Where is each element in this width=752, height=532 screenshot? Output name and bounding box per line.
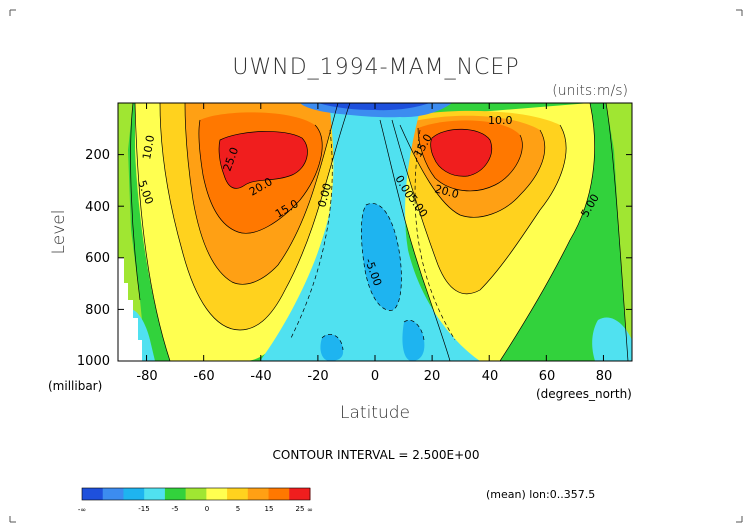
x-tick-label: -40: [250, 369, 271, 384]
upper-easterly-core: [318, 103, 430, 111]
colorbar-swatch: [123, 488, 145, 500]
x-axis-unit: (degrees_north): [536, 387, 632, 401]
contour-label: 10.0: [488, 114, 513, 127]
x-axis-title: Latitude: [340, 403, 410, 423]
x-tick-label: 0: [371, 369, 379, 384]
left-jet-core: [219, 131, 308, 189]
contour-line: [417, 127, 523, 192]
northern-surface-cyan: [592, 317, 632, 361]
y-axis-title: Level: [49, 210, 69, 255]
y-tick-label: 400: [85, 200, 110, 215]
contour-line-dashed: [361, 203, 402, 311]
chart-title: UWND_1994-MAM_NCEP: [232, 55, 519, 80]
colorbar: [81, 487, 311, 501]
contour-label: 0.00: [315, 182, 334, 209]
colorbar-swatch: [185, 488, 207, 500]
x-tick-label: 60: [539, 369, 556, 384]
colorbar-swatch: [206, 488, 228, 500]
colorbar-swatch: [102, 488, 124, 500]
x-tick-label: -80: [136, 369, 157, 384]
contour-line-dashed: [403, 319, 425, 341]
contour-line: [605, 103, 629, 361]
colorbar-label: 0: [205, 505, 209, 513]
colorbar-label: 15: [265, 505, 274, 513]
contour-line: [159, 103, 351, 331]
x-tick-label: 80: [596, 369, 613, 384]
contour-line-dashed: [321, 334, 344, 351]
colorbar-frame: [81, 487, 311, 501]
x-tick-label: -20: [307, 369, 328, 384]
y-tick-label: 1000: [77, 354, 110, 369]
x-tick-label: 40: [482, 369, 499, 384]
colorbar-label: -15: [138, 505, 149, 513]
colorbar-swatch: [289, 488, 311, 500]
contour-line-dashed: [414, 129, 456, 341]
contour-line: [184, 103, 339, 285]
y-tick-label: 800: [85, 303, 110, 318]
colorbar-label: 25: [296, 505, 305, 513]
y-tick-label: 600: [85, 251, 110, 266]
units-label: (units:m/s): [552, 83, 628, 99]
contour-line: [379, 119, 451, 361]
contour-lines: [130, 103, 629, 361]
footer-mean-note: (mean) lon:0..357.5: [486, 488, 595, 501]
colorbar-swatch: [247, 488, 270, 500]
y-axis-unit: (millibar): [48, 379, 102, 393]
colorbar-label: -5: [172, 505, 179, 513]
contour-line-dashed: [289, 129, 333, 341]
contour-label: 10.0: [140, 134, 157, 160]
colorbar-label: ∞: [307, 506, 313, 514]
colorbar-swatch: [227, 488, 249, 500]
colorbar-label: -∞: [78, 506, 86, 514]
x-tick-label: -60: [193, 369, 214, 384]
contour-line: [430, 128, 492, 177]
contour-label: 20.0: [433, 182, 460, 201]
colorbar-label: 5: [236, 505, 240, 513]
y-axis: 200 400 600 800 1000: [77, 148, 110, 369]
missing-data-region: [118, 258, 142, 361]
contour-line: [198, 119, 323, 234]
contour-line: [134, 103, 171, 361]
colorbar-swatch: [268, 488, 290, 500]
y-tick-label: 200: [85, 148, 110, 163]
right-jet-core: [430, 129, 492, 177]
x-tick-label: 20: [424, 369, 441, 384]
equatorial-blue-patch-2: [402, 320, 425, 361]
equatorial-blue-pool: [361, 203, 402, 311]
contour-field: 25.0 20.0 15.0 10.0 5.00 0.00 -5.00 15.0…: [118, 103, 632, 361]
contour-line: [218, 131, 308, 189]
colorbar-swatch: [144, 488, 166, 500]
x-axis: -80 -60 -40 -20 0 20 40 60 80: [136, 369, 612, 384]
contour-line: [130, 103, 141, 301]
contour-line: [391, 119, 567, 295]
contour-interval-note: CONTOUR INTERVAL = 2.500E+00: [273, 448, 480, 462]
colorbar-swatch: [82, 488, 104, 500]
contour-line: [499, 103, 595, 361]
equatorial-blue-patch-1: [320, 334, 344, 361]
colorbar-swatch: [164, 488, 187, 500]
axis-ticks: [118, 103, 632, 362]
contour-line: [399, 124, 545, 218]
colorbar-labels: -∞ -15 -5 0 5 15 25 ∞: [78, 505, 313, 514]
crop-marks: [9, 9, 743, 523]
